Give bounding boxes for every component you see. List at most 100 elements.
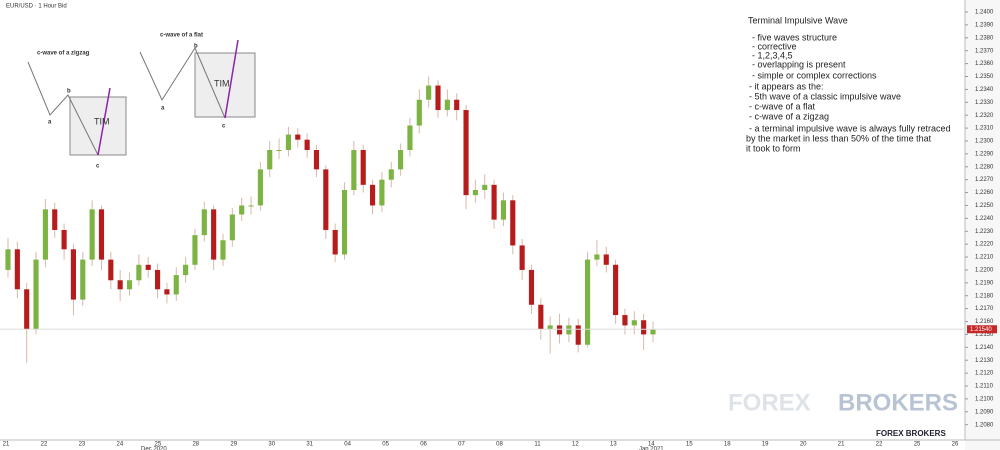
candle-body <box>398 150 404 170</box>
y-tick-label: 1.2310 <box>975 126 994 132</box>
candle-body <box>584 259 591 345</box>
candle-body <box>173 275 179 295</box>
x-tick-label: 23 <box>79 442 86 448</box>
x-tick-label: 31 <box>306 442 313 448</box>
y-tick-label: 1.2150 <box>975 332 994 338</box>
candle-body <box>575 325 581 345</box>
y-tick-label: 1.2240 <box>975 216 994 222</box>
candle-body <box>313 150 320 170</box>
note-line: - overlapping is present <box>752 59 846 69</box>
notes-title: Terminal Impulsive Wave <box>748 15 848 25</box>
candle-body <box>117 280 123 290</box>
x-tick-label: 22 <box>41 442 48 448</box>
y-tick-label: 1.2380 <box>975 35 994 41</box>
candle-body <box>276 150 282 152</box>
x-tick-label: 13 <box>610 442 617 448</box>
candle-body <box>145 264 151 270</box>
candle-body <box>416 99 422 126</box>
diagram-box <box>194 52 256 118</box>
x-tick-label: 25 <box>154 442 161 448</box>
candle-body <box>631 320 637 326</box>
candle-body <box>229 214 235 241</box>
candle-body <box>622 315 628 326</box>
y-tick-label: 1.2300 <box>975 139 994 145</box>
x-tick-label: 22 <box>876 442 883 448</box>
candle-body <box>510 200 516 246</box>
y-tick-label: 1.2260 <box>975 190 994 196</box>
candle-body <box>323 169 329 230</box>
y-tick-label: 1.2320 <box>975 113 994 119</box>
note-line: - corrective <box>752 41 797 51</box>
candle-body <box>454 99 460 111</box>
candle-body <box>351 150 357 190</box>
candle-body <box>201 209 207 236</box>
candle-body <box>500 200 507 220</box>
candle-body <box>426 85 432 100</box>
diagram-path <box>139 46 226 119</box>
diagram-title: c-wave of a flat <box>160 33 203 39</box>
y-tick-label: 1.2230 <box>975 229 994 235</box>
symbol-label: EUR/USD · 1 Hour Bid <box>6 4 67 10</box>
wave-label: a <box>161 106 165 112</box>
wave-label: b <box>194 44 198 50</box>
candle-body <box>220 240 226 260</box>
candle-body <box>192 235 198 265</box>
y-tick-label: 1.2210 <box>975 255 994 261</box>
candle-body <box>154 269 161 290</box>
diagram-arrow <box>97 87 111 156</box>
x-tick-label: 20 <box>800 442 807 448</box>
period-label: Jan 2021 <box>639 447 664 450</box>
candle-body <box>42 209 48 260</box>
x-tick-label: 15 <box>686 442 693 448</box>
candle-body <box>463 110 469 196</box>
y-tick-label: 1.2120 <box>975 371 994 377</box>
y-tick-label: 1.2390 <box>975 23 994 29</box>
watermark: BROKERS <box>838 389 958 416</box>
y-tick-label: 1.2340 <box>975 87 994 93</box>
candle-body <box>52 209 58 230</box>
note-line: - it appears as the: <box>749 81 824 91</box>
note-line: - five waves structure <box>752 32 837 42</box>
y-tick-label: 1.2280 <box>975 164 994 170</box>
x-tick-label: 21 <box>838 442 845 448</box>
candle-body <box>5 249 11 270</box>
candle-body <box>183 264 189 276</box>
y-tick-label: 1.2200 <box>975 268 994 274</box>
candle-body <box>538 304 544 330</box>
box-label: TIM <box>94 116 110 126</box>
candle-body <box>24 289 30 330</box>
candle-body <box>491 184 497 220</box>
y-tick-label: 1.2220 <box>975 242 994 248</box>
y-tick-label: 1.2350 <box>975 74 994 80</box>
x-tick-label: 19 <box>762 442 769 448</box>
candle-body <box>444 99 450 111</box>
x-tick-label: 04 <box>344 442 351 448</box>
candle-body <box>70 249 77 300</box>
candle-body <box>369 184 376 206</box>
y-tick-label: 1.2110 <box>975 384 994 390</box>
zigzag-diagram: c-wave of a zigzag a b c TIM <box>27 51 127 170</box>
y-tick-label: 1.2080 <box>975 422 994 428</box>
y-tick-label: 1.2100 <box>975 396 994 402</box>
x-tick-label: 30 <box>268 442 275 448</box>
x-tick-label: 28 <box>192 442 199 448</box>
y-tick-label: 1.2180 <box>975 293 994 299</box>
y-tick-label: 1.2160 <box>975 319 994 325</box>
wave-label: c <box>222 124 226 130</box>
candle-body <box>528 269 535 305</box>
wave-label: b <box>67 89 71 95</box>
x-tick-label: 07 <box>458 442 465 448</box>
diagram-title: c-wave of a zigzag <box>37 51 90 57</box>
candle-body <box>379 179 385 206</box>
candle-body <box>388 169 394 180</box>
notes: - five waves structure- corrective- 1,2,… <box>746 32 951 153</box>
x-tick-label: 06 <box>420 442 427 448</box>
candle-body <box>407 125 413 151</box>
watermark: FOREX <box>728 389 811 416</box>
candle-body <box>547 325 553 330</box>
candle-body <box>61 229 67 250</box>
x-tick-label: 24 <box>117 442 124 448</box>
x-tick-label: 18 <box>724 442 731 448</box>
